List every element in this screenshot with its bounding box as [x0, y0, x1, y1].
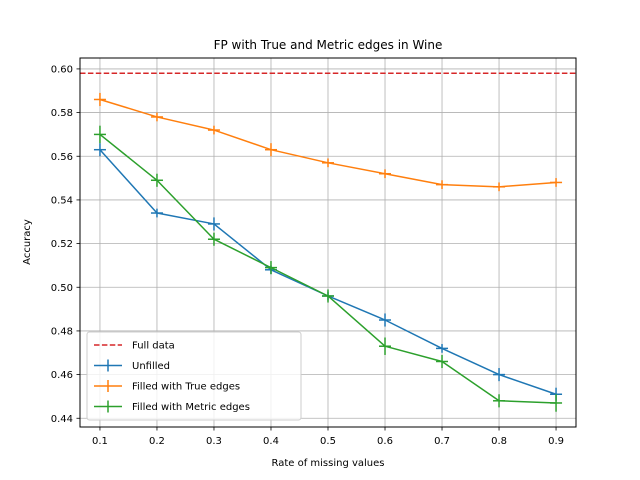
legend: Full data Unfilled Filled with True edges F… — [86, 331, 302, 421]
series-2 — [93, 125, 563, 412]
y-tick-label: 0.46 — [51, 370, 73, 381]
y-axis-label: Accuracy — [22, 219, 33, 265]
x-tick-label: 0.6 — [377, 436, 393, 447]
legend-label: Full data — [132, 341, 175, 352]
y-tick-label: 0.58 — [51, 108, 73, 119]
ticks: 0.1 0.2 0.3 0.4 0.5 0.6 0.7 0.8 0.9 0.44 0.46 0.48 0… — [51, 64, 564, 447]
x-tick-label: 0.1 — [92, 436, 108, 447]
y-tick-label: 0.44 — [51, 414, 73, 425]
series-layer — [93, 92, 563, 412]
x-tick-label: 0.5 — [320, 436, 336, 447]
series-1 — [93, 92, 563, 192]
legend-label: Filled with True edges — [132, 382, 240, 393]
x-axis-label: Rate of missing values — [271, 458, 384, 469]
x-tick-label: 0.4 — [263, 436, 279, 447]
x-tick-label: 0.7 — [434, 436, 450, 447]
legend-label: Unfilled — [132, 361, 170, 372]
y-tick-label: 0.54 — [51, 195, 73, 206]
x-tick-label: 0.2 — [149, 436, 165, 447]
x-tick-label: 0.3 — [206, 436, 222, 447]
chart-title: FP with True and Metric edges in Wine — [214, 38, 443, 52]
y-tick-label: 0.48 — [51, 326, 73, 337]
legend-label: Filled with Metric edges — [132, 402, 250, 413]
y-tick-label: 0.60 — [51, 64, 73, 75]
y-tick-label: 0.50 — [51, 283, 73, 294]
legend-box — [86, 331, 302, 421]
x-tick-label: 0.8 — [491, 436, 507, 447]
y-tick-label: 0.52 — [51, 239, 73, 250]
y-tick-label: 0.56 — [51, 152, 73, 163]
x-tick-label: 0.9 — [548, 436, 564, 447]
